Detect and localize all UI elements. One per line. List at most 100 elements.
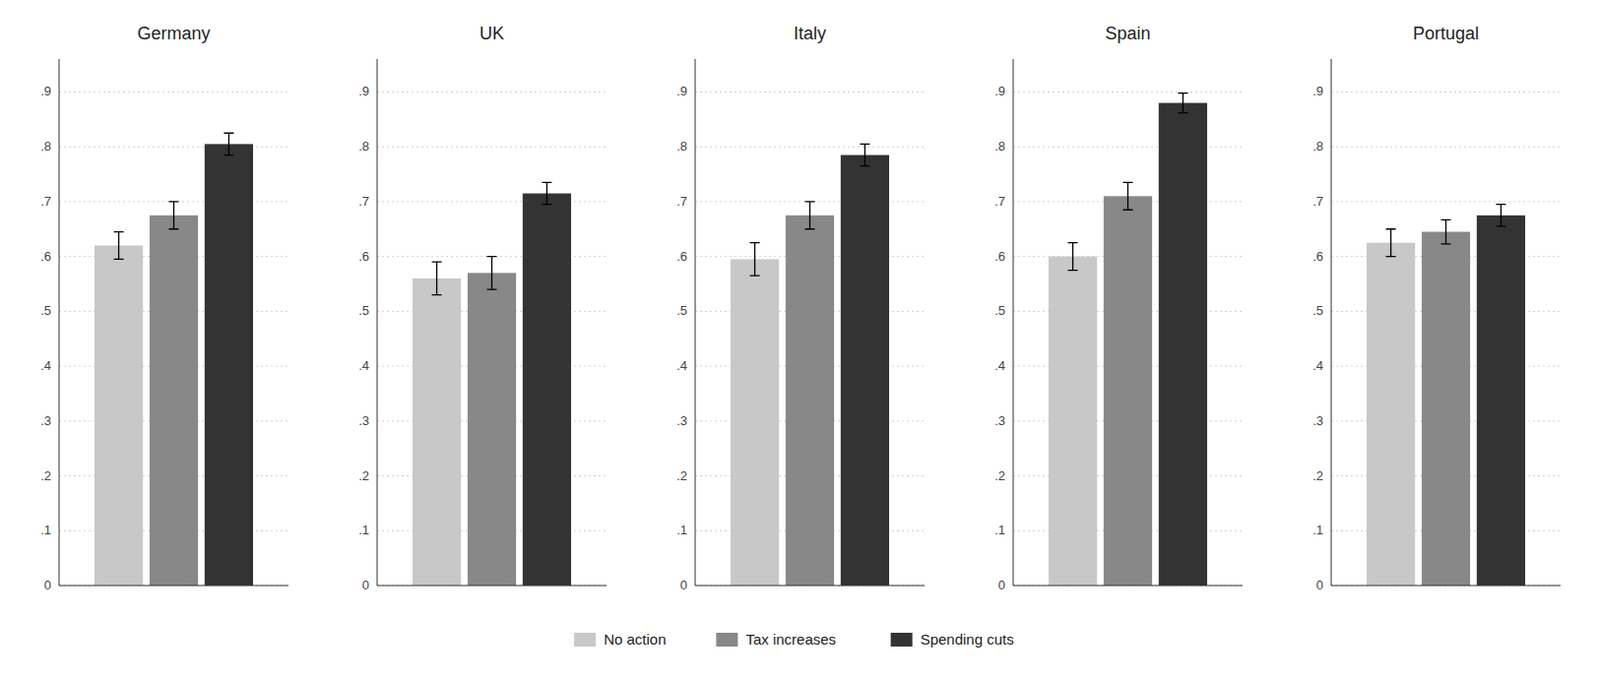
bar (467, 272, 516, 586)
legend-label: Spending cuts (920, 631, 1015, 648)
y-tick-label: .8 (358, 138, 370, 154)
bar (1421, 232, 1471, 586)
panel-title: Germany (136, 23, 210, 44)
y-tick-label: .6 (676, 249, 688, 264)
error-bar (223, 132, 234, 155)
y-tick-label: .4 (358, 358, 370, 374)
y-axis-line (1013, 59, 1015, 586)
y-tick-label: 0 (362, 577, 370, 593)
y-tick-label: .1 (40, 522, 52, 538)
y-tick-label: .1 (1312, 522, 1324, 538)
x-axis-line (59, 585, 289, 587)
grid-line (1331, 146, 1561, 148)
panel-title: UK (479, 23, 505, 44)
plot-area (730, 143, 890, 586)
chart-root: Germany 0 .1 .2 .3 .4 .5 .6 .7 .8 .9 UK 0 .1 .2 .3 .4 .5.… (0, 0, 1600, 680)
y-tick-label: .2 (40, 468, 52, 484)
y-tick-label: .2 (358, 468, 370, 484)
bar (522, 193, 572, 586)
panel: Italy0.1.2.3.4.5.6.7.8.9 (676, 23, 925, 593)
y-tick-label: .2 (994, 468, 1006, 484)
error-bar (1068, 243, 1079, 271)
plot-area (1366, 204, 1526, 586)
y-tick-label: .7 (358, 193, 370, 209)
grid-line (59, 146, 289, 148)
error-bar (114, 232, 125, 260)
legend-swatch (574, 633, 596, 647)
y-tick-label: .9 (676, 83, 688, 99)
y-tick-label: .7 (676, 193, 688, 209)
panel: UK0.1.2.3.4.5.6.7.8.9 (358, 23, 607, 593)
y-tick-label: .4 (1312, 358, 1324, 374)
legend-label: No action (603, 631, 666, 648)
grid-line (377, 91, 607, 93)
y-tick-label: .3 (358, 413, 370, 429)
y-axis-line (695, 59, 697, 586)
y-tick-label: .9 (994, 83, 1006, 99)
y-tick-label: .4 (40, 358, 52, 374)
error-bar (1495, 204, 1506, 227)
y-tick-label: .8 (40, 138, 52, 154)
error-bar (169, 201, 180, 230)
error-bar (1177, 93, 1188, 114)
y-tick-label: .2 (1312, 468, 1324, 484)
error-bar (750, 243, 761, 276)
error-bar (1386, 229, 1397, 257)
legend-label: Tax increases (745, 631, 836, 648)
x-axis-line (377, 585, 607, 587)
grid-line (1331, 200, 1561, 202)
y-tick-label: .9 (1312, 83, 1324, 99)
panel-title: Spain (1104, 23, 1151, 44)
legend-swatch (715, 633, 738, 647)
grid-line (1331, 585, 1561, 587)
grid-line (377, 146, 607, 148)
bar (204, 143, 254, 586)
panel: Spain0.1.2.3.4.5.6.7.8.9 (994, 23, 1243, 593)
y-tick-label: .5 (676, 303, 688, 319)
grid-line (1013, 146, 1243, 148)
bar (785, 215, 834, 586)
grid-line (695, 91, 925, 93)
y-tick-label: 0 (680, 577, 688, 593)
y-tick-label: .2 (676, 468, 688, 484)
y-tick-label: .6 (358, 249, 370, 264)
y-tick-label: .8 (676, 138, 688, 154)
y-tick-label: 0 (998, 577, 1006, 593)
y-tick-label: .8 (1312, 138, 1324, 154)
y-tick-label: .7 (40, 193, 52, 209)
plot-area (94, 132, 254, 586)
y-tick-label: .4 (994, 358, 1006, 374)
bar (1103, 195, 1152, 586)
grid-line (1013, 91, 1243, 93)
y-tick-label: .5 (40, 303, 52, 319)
y-tick-label: .4 (676, 358, 688, 374)
x-axis-line (1331, 585, 1561, 587)
y-tick-label: .7 (994, 193, 1006, 209)
bar (730, 258, 779, 586)
bar (1048, 256, 1097, 586)
x-axis-line (1013, 585, 1243, 587)
y-tick-label: .3 (1312, 413, 1324, 429)
error-bar (805, 201, 816, 230)
grid-line (1331, 91, 1561, 93)
grid-line (377, 585, 607, 587)
y-tick-label: .8 (994, 138, 1006, 154)
panel: Germany0.1.2.3.4.5.6.7.8.9 (40, 23, 289, 593)
y-tick-label: .5 (358, 303, 370, 319)
panel: Portugal0.1.2.3.4.5.6.7.8.9 (1312, 23, 1561, 593)
plot-area (412, 182, 572, 586)
bar (1476, 215, 1526, 586)
y-tick-label: .6 (40, 249, 52, 264)
y-tick-label: .3 (994, 413, 1006, 429)
y-tick-label: .6 (994, 249, 1006, 264)
error-bar (487, 256, 498, 290)
legend-swatch (891, 633, 913, 647)
bar (1366, 243, 1415, 586)
bar (1158, 103, 1208, 586)
plot-area (1048, 93, 1208, 586)
grid-line (1013, 585, 1243, 587)
y-tick-label: .1 (358, 522, 370, 538)
y-tick-label: .3 (676, 413, 688, 429)
panel-title: Italy (793, 23, 827, 44)
error-bar (1441, 219, 1452, 245)
